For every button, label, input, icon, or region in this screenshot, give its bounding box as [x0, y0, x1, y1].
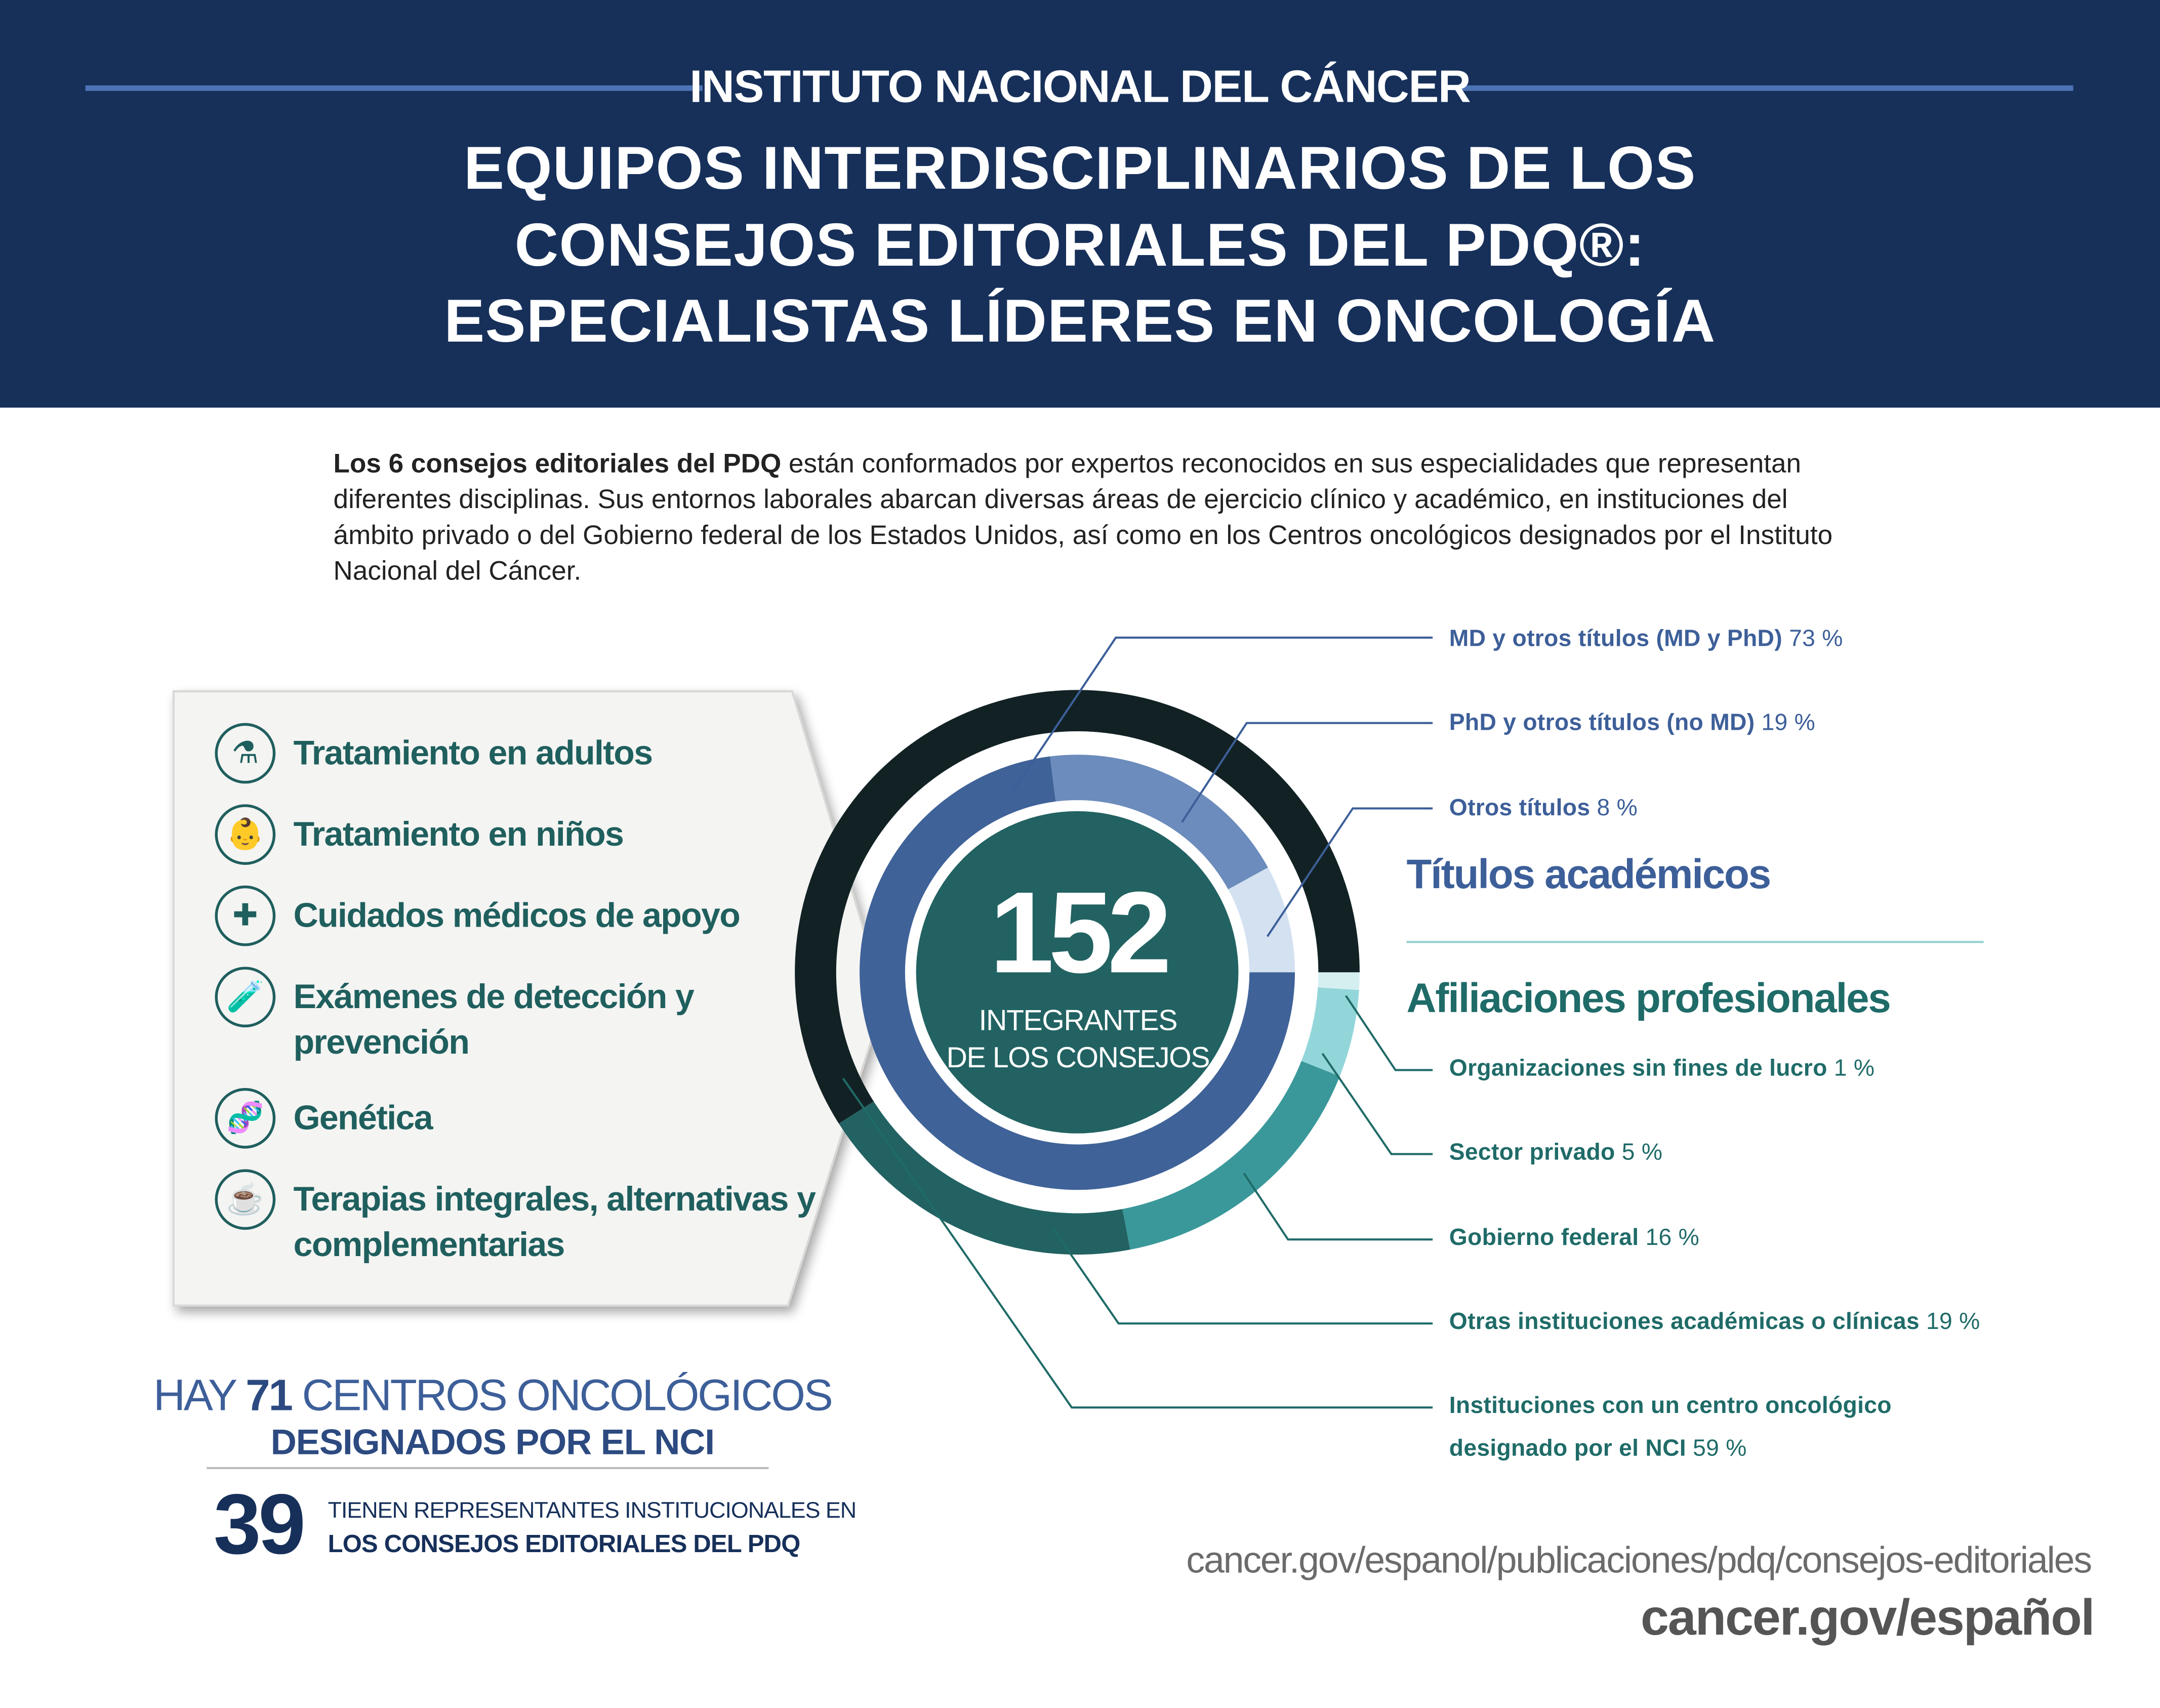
center-circle [916, 811, 1239, 1134]
donut-chart [795, 690, 1360, 1255]
leader-line-gobierno [1243, 1173, 1433, 1241]
leader-line-nci [842, 1077, 1433, 1409]
label-gobierno: Gobierno federal 16 % [1449, 1224, 1700, 1251]
url-long-link[interactable]: cancer.gov/espanol/publicaciones/pdq/con… [1186, 1539, 2092, 1581]
board-item: Exámenes de detección y prevención [293, 978, 695, 1062]
donut-segment-afiliacion-5 [795, 690, 1360, 1124]
medicine-tea-icon: ☕ [215, 1169, 276, 1230]
board-item: Genética [293, 1099, 433, 1138]
donut-segment-afiliacion-1 [1318, 972, 1360, 990]
organization-name: INSTITUTO NACIONAL DEL CÁNCER [689, 60, 1471, 112]
member-label-2: DE LOS CONSEJOS [946, 1043, 1210, 1074]
page-title-line-2: CONSEJOS EDITORIALES DEL PDQ®: [514, 212, 1646, 280]
header-rule-left [85, 85, 703, 91]
label-otras: Otras instituciones académicas o clínica… [1449, 1308, 1980, 1335]
centers-count: HAY 71 CENTROS ONCOLÓGICOS [153, 1370, 833, 1420]
label-nci-1: Instituciones con un centro oncológico [1449, 1392, 1892, 1419]
donut-segment-titulo-3 [1228, 867, 1295, 973]
leader-line-otros [1266, 807, 1433, 937]
label-md: MD y otros títulos (MD y PhD) 73 % [1449, 625, 1843, 652]
leader-line-org [1345, 995, 1433, 1071]
centers-designation: DESIGNADOS POR EL NCI [270, 1421, 715, 1463]
boards-panel [172, 690, 886, 1307]
caring-hands-icon: ✚ [215, 885, 276, 946]
leader-line-md [1011, 636, 1433, 793]
represented-text-1: TIENEN REPRESENTANTES INSTITUCIONALES EN [328, 1498, 857, 1523]
leader-line-otras [1053, 1229, 1433, 1325]
label-phd: PhD y otros títulos (no MD) 19 % [1449, 709, 1816, 736]
donut-segment-afiliacion-4 [839, 1101, 1130, 1255]
member-count: 152 [990, 867, 1172, 997]
section-title-titulos: Títulos académicos [1406, 852, 1771, 898]
donut-segment-titulo-2 [1050, 755, 1268, 890]
iv-drip-icon: ⚗ [215, 723, 276, 784]
label-org: Organizaciones sin fines de lucro 1 % [1449, 1055, 1875, 1081]
test-tube-icon: 🧪 [215, 967, 276, 1028]
intro-bold: Los 6 consejos editoriales del PDQ [333, 449, 782, 480]
dna-icon: 🧬 [215, 1088, 276, 1149]
page-title-line-3: ESPECIALISTAS LÍDERES EN ONCOLOGÍA [444, 287, 1716, 356]
donut-segment-afiliacion-2 [1301, 987, 1359, 1076]
represented-text-2: LOS CONSEJOS EDITORIALES DEL PDQ [328, 1530, 801, 1558]
member-label-1: INTEGRANTES [979, 1005, 1178, 1037]
donut-segment-afiliacion-3 [1122, 1061, 1340, 1250]
label-privado: Sector privado 5 % [1449, 1139, 1663, 1165]
board-item: Tratamiento en adultos [293, 734, 653, 773]
represented-count: 39 [213, 1477, 306, 1573]
header-banner [0, 0, 2160, 408]
board-item: Terapias integrales, alternativas y comp… [293, 1180, 816, 1265]
label-otros: Otros títulos 8 % [1449, 795, 1638, 821]
section-title-afiliaciones: Afiliaciones profesionales [1406, 976, 1891, 1022]
leader-line-phd [1181, 722, 1433, 823]
board-item: Cuidados médicos de apoyo [293, 896, 741, 935]
intro-text: están conformados por expertos reconocid… [333, 449, 1833, 587]
header-rule-right [1454, 85, 2073, 91]
board-item: Tratamiento en niños [293, 815, 624, 854]
leader-lines [842, 636, 1433, 1409]
url-short-link[interactable]: cancer.gov/español [1640, 1589, 2095, 1646]
intro-paragraph: Los 6 consejos editoriales del PDQ están… [334, 446, 1849, 590]
label-nci-2: designado por el NCI 59 % [1449, 1435, 1747, 1462]
baby-icon: 👶 [215, 804, 276, 865]
page-title-line-1: EQUIPOS INTERDISCIPLINARIOS DE LOS [464, 135, 1696, 203]
leader-line-privado [1321, 1053, 1433, 1155]
